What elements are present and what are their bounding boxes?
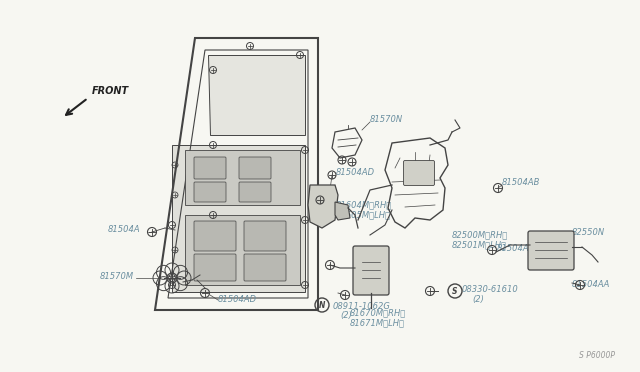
Text: 81504AD: 81504AD [218, 295, 257, 304]
Text: 81504AA: 81504AA [572, 280, 611, 289]
Text: 82501M〈LH〉: 82501M〈LH〉 [452, 240, 507, 249]
FancyBboxPatch shape [353, 246, 389, 295]
Text: S: S [452, 286, 458, 295]
Text: 81605M〈LH〉: 81605M〈LH〉 [336, 210, 391, 219]
Text: 81504AB: 81504AB [502, 178, 540, 187]
Text: 81671M〈LH〉: 81671M〈LH〉 [350, 318, 405, 327]
FancyBboxPatch shape [194, 221, 236, 251]
Text: (2): (2) [472, 295, 484, 304]
Text: 81604M〈RH〉: 81604M〈RH〉 [336, 200, 392, 209]
FancyBboxPatch shape [239, 182, 271, 202]
Text: 81504AD: 81504AD [336, 168, 375, 177]
Polygon shape [185, 215, 300, 285]
FancyBboxPatch shape [244, 221, 286, 251]
Text: 82550N: 82550N [572, 228, 605, 237]
Text: 81670M〈RH〉: 81670M〈RH〉 [350, 308, 406, 317]
Text: 08911-1062G: 08911-1062G [333, 302, 391, 311]
Text: 81570N: 81570N [370, 115, 403, 124]
Text: S P6000P: S P6000P [579, 351, 615, 360]
Polygon shape [308, 185, 338, 228]
Text: 08330-61610: 08330-61610 [462, 285, 519, 294]
Text: 81504AC: 81504AC [497, 244, 536, 253]
FancyBboxPatch shape [239, 157, 271, 179]
Polygon shape [185, 150, 300, 205]
Text: FRONT: FRONT [92, 86, 129, 96]
FancyBboxPatch shape [194, 157, 226, 179]
FancyBboxPatch shape [194, 254, 236, 281]
FancyBboxPatch shape [403, 160, 435, 186]
FancyBboxPatch shape [194, 182, 226, 202]
Polygon shape [208, 55, 305, 135]
FancyBboxPatch shape [528, 231, 574, 270]
Text: (2): (2) [340, 311, 352, 320]
Text: 81570M: 81570M [100, 272, 134, 281]
Text: 82500M〈RH〉: 82500M〈RH〉 [452, 230, 508, 239]
Text: N: N [319, 301, 325, 310]
Polygon shape [172, 145, 305, 292]
FancyBboxPatch shape [244, 254, 286, 281]
Polygon shape [335, 202, 350, 220]
Text: 81504A: 81504A [108, 225, 141, 234]
